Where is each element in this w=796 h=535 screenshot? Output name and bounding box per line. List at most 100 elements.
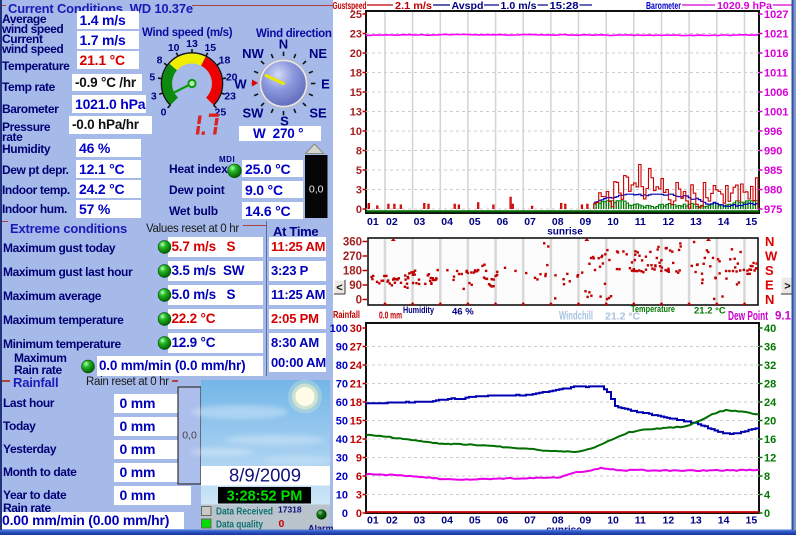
svg-text:Barometer: Barometer <box>646 0 681 12</box>
svg-text:70: 70 <box>336 379 348 391</box>
svg-text:3: 3 <box>356 490 362 502</box>
svg-text:18: 18 <box>219 54 231 66</box>
svg-text:20: 20 <box>226 72 238 84</box>
svg-text:17318: 17318 <box>278 505 302 515</box>
svg-text:15: 15 <box>746 515 758 527</box>
svg-text:24: 24 <box>350 360 363 372</box>
svg-text:23: 23 <box>224 90 236 102</box>
svg-text:25: 25 <box>215 106 227 118</box>
svg-text:N: N <box>765 292 774 307</box>
svg-text:12: 12 <box>764 453 776 465</box>
svg-text:SW: SW <box>243 106 265 121</box>
svg-text:02: 02 <box>386 216 398 228</box>
svg-text:30: 30 <box>336 453 348 465</box>
svg-text:>: > <box>784 281 790 293</box>
svg-text:0: 0 <box>279 518 285 530</box>
svg-text:01: 01 <box>367 515 379 527</box>
svg-text:E: E <box>765 278 774 293</box>
svg-text:3: 3 <box>151 90 157 102</box>
svg-text:05: 05 <box>469 515 481 527</box>
svg-text:15:28: 15:28 <box>550 0 579 12</box>
svg-text:5: 5 <box>356 165 362 177</box>
svg-text:1027: 1027 <box>764 9 788 21</box>
svg-text:8: 8 <box>157 54 163 66</box>
svg-text:20: 20 <box>764 416 776 428</box>
svg-text:80: 80 <box>336 360 348 372</box>
svg-text:90: 90 <box>336 342 348 354</box>
svg-text:E: E <box>321 77 330 92</box>
svg-text:18: 18 <box>350 397 362 409</box>
svg-text:1006: 1006 <box>764 87 788 99</box>
svg-text:23: 23 <box>350 29 362 41</box>
svg-text:36: 36 <box>764 342 776 354</box>
svg-text:S: S <box>765 263 774 278</box>
svg-text:13: 13 <box>690 515 702 527</box>
svg-text:<: < <box>336 282 342 294</box>
svg-text:Temperature: Temperature <box>631 304 675 314</box>
svg-text:975: 975 <box>764 204 782 216</box>
svg-text:08: 08 <box>552 515 564 527</box>
svg-text:1016: 1016 <box>764 48 788 60</box>
svg-text:180: 180 <box>343 266 362 278</box>
svg-text:0: 0 <box>356 508 362 520</box>
svg-text:10: 10 <box>336 490 348 502</box>
svg-text:10: 10 <box>168 42 180 54</box>
svg-text:1021: 1021 <box>764 29 788 41</box>
svg-text:N: N <box>765 234 774 249</box>
svg-text:1020.9 hPa: 1020.9 hPa <box>717 0 772 12</box>
svg-text:996: 996 <box>764 126 782 138</box>
svg-text:21: 21 <box>350 379 362 391</box>
svg-text:3:28:52 PM: 3:28:52 PM <box>227 489 303 505</box>
svg-text:60: 60 <box>336 397 348 409</box>
svg-text:W: W <box>765 249 778 264</box>
svg-text:10: 10 <box>607 515 619 527</box>
svg-text:25: 25 <box>350 9 362 21</box>
svg-text:09: 09 <box>580 515 592 527</box>
svg-text:13: 13 <box>690 216 702 228</box>
svg-text:16: 16 <box>764 434 776 446</box>
svg-text:46 %: 46 % <box>452 307 474 318</box>
svg-text:980: 980 <box>764 185 782 197</box>
svg-text:03: 03 <box>414 216 426 228</box>
svg-text:0: 0 <box>764 508 770 520</box>
svg-text:20: 20 <box>350 48 362 60</box>
svg-text:30: 30 <box>350 323 362 335</box>
svg-text:10: 10 <box>607 216 619 228</box>
svg-text:Data quality: Data quality <box>216 519 263 531</box>
svg-text:10: 10 <box>350 126 362 138</box>
svg-text:270: 270 <box>343 251 362 263</box>
svg-text:NE: NE <box>309 46 327 61</box>
svg-text:0: 0 <box>356 204 362 216</box>
svg-text:sunrise: sunrise <box>547 227 583 238</box>
svg-text:0.0 mm: 0.0 mm <box>379 310 402 322</box>
svg-text:9.1: 9.1 <box>775 311 792 323</box>
svg-text:04: 04 <box>441 216 453 228</box>
svg-text:06: 06 <box>497 515 509 527</box>
svg-text:15: 15 <box>204 42 216 54</box>
svg-text:04: 04 <box>441 515 453 527</box>
svg-text:0: 0 <box>161 106 167 118</box>
svg-text:07: 07 <box>524 216 536 228</box>
svg-text:14: 14 <box>718 515 730 527</box>
svg-text:11: 11 <box>635 515 646 527</box>
svg-text:15: 15 <box>350 87 362 99</box>
svg-text:12: 12 <box>663 515 675 527</box>
svg-text:24: 24 <box>764 397 777 409</box>
svg-text:14: 14 <box>718 216 730 228</box>
svg-text:Avspd: Avspd <box>452 0 484 12</box>
svg-text:W: W <box>234 77 247 92</box>
svg-text:Alarm: Alarm <box>308 524 334 534</box>
svg-text:05: 05 <box>469 216 481 228</box>
svg-text:9: 9 <box>356 453 362 465</box>
svg-text:Rainfall: Rainfall <box>333 309 360 321</box>
svg-text:1011: 1011 <box>764 68 788 80</box>
svg-text:1.0 m/s: 1.0 m/s <box>501 0 537 12</box>
svg-text:13: 13 <box>186 38 198 50</box>
svg-text:360: 360 <box>343 237 362 249</box>
svg-text:12: 12 <box>663 216 675 228</box>
svg-text:02: 02 <box>386 515 398 527</box>
svg-text:985: 985 <box>764 165 782 177</box>
svg-text:S: S <box>280 114 289 129</box>
svg-text:3: 3 <box>356 185 362 197</box>
svg-text:8/9/2009: 8/9/2009 <box>229 465 301 486</box>
